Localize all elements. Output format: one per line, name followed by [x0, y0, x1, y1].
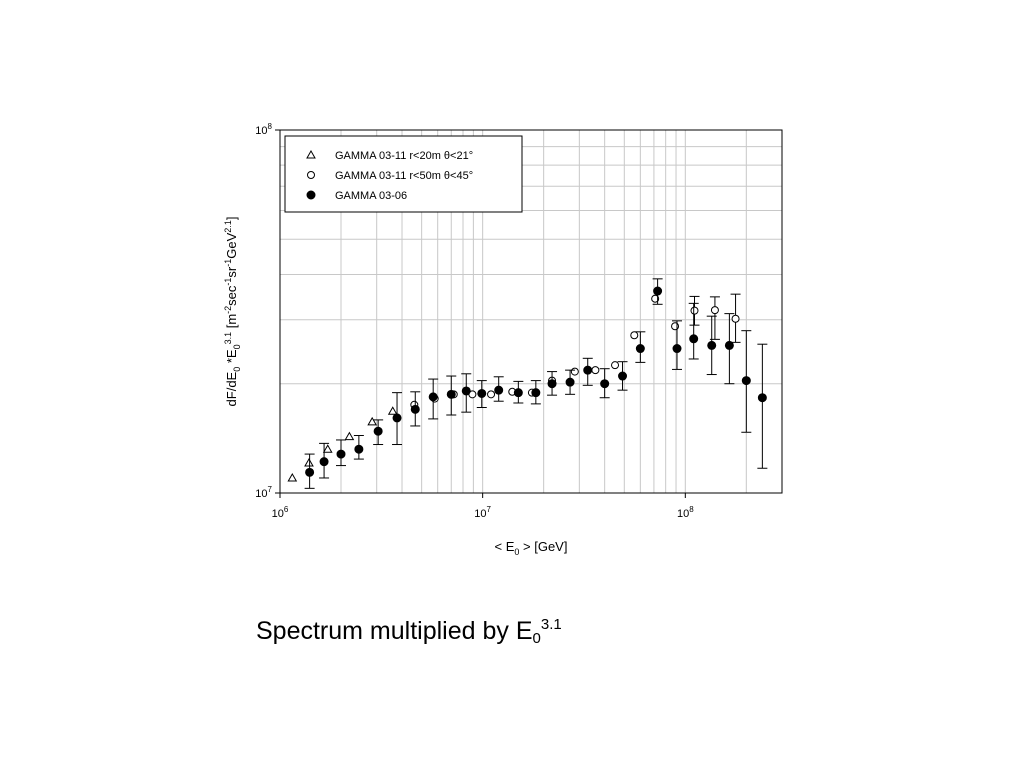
- series-1: [287, 406, 398, 482]
- legend-label: GAMMA 03-11 r<50m θ<45°: [335, 170, 473, 182]
- data-point: [513, 388, 523, 398]
- data-point: [461, 386, 471, 396]
- caption-sup: 3.1: [540, 616, 562, 633]
- data-point: [724, 340, 734, 350]
- data-point: [477, 388, 487, 398]
- data-point: [653, 286, 663, 296]
- data-point: [591, 366, 600, 375]
- data-point: [565, 377, 575, 387]
- legend-marker: [306, 190, 316, 200]
- series-3: [304, 278, 768, 489]
- data-point: [690, 306, 699, 315]
- data-point: [494, 385, 504, 395]
- legend-box: [284, 135, 523, 213]
- legend-label: GAMMA 03-11 r<20m θ<21°: [335, 150, 473, 162]
- data-point: [410, 404, 420, 414]
- x-axis-label: < E0 > [GeV]: [495, 539, 568, 557]
- data-point: [305, 467, 315, 477]
- data-point: [319, 457, 329, 467]
- data-point: [287, 472, 298, 482]
- data-point: [689, 334, 699, 344]
- caption-text: Spectrum multiplied by E: [256, 617, 533, 645]
- data-point: [630, 331, 639, 340]
- data-point: [547, 379, 557, 389]
- x-tick-label: 108: [677, 505, 694, 520]
- caption: Spectrum multiplied by E03.1: [256, 616, 562, 647]
- data-point: [373, 426, 383, 436]
- data-point: [387, 406, 398, 415]
- data-point: [487, 390, 496, 399]
- data-point: [392, 413, 402, 423]
- legend-marker: [307, 171, 315, 179]
- data-point: [322, 444, 333, 453]
- y-tick-label: 107: [255, 485, 272, 500]
- data-point: [583, 365, 593, 375]
- legend-marker: [306, 149, 316, 159]
- data-point: [741, 376, 751, 386]
- data-point: [428, 392, 438, 402]
- data-point: [446, 389, 456, 399]
- series-2: [410, 293, 741, 409]
- x-tick-label: 107: [474, 505, 491, 520]
- x-tick-label: 106: [272, 505, 289, 520]
- data-point: [354, 444, 364, 454]
- data-point: [531, 388, 541, 398]
- y-tick-label: 108: [255, 122, 272, 137]
- data-point: [731, 314, 740, 323]
- data-point: [336, 449, 346, 459]
- y-axis-label: dF/dE0 *E03.1 [m-2sec-1sr-1GeV2.1]: [223, 217, 242, 407]
- data-point: [304, 457, 314, 467]
- data-point: [672, 344, 682, 354]
- data-point: [344, 431, 355, 441]
- legend-label: GAMMA 03-06: [335, 190, 407, 202]
- caption-sub: 0: [532, 630, 541, 647]
- data-point: [600, 379, 610, 389]
- data-point: [710, 306, 719, 315]
- data-point: [618, 371, 628, 381]
- data-point: [367, 416, 378, 426]
- plot-frame: [279, 129, 783, 494]
- data-point: [611, 361, 620, 370]
- data-point: [651, 294, 660, 303]
- data-point: [707, 340, 717, 350]
- data-point: [635, 344, 645, 354]
- legend: GAMMA 03-11 r<20m θ<21° GAMMA 03-11 r<50m…: [284, 135, 523, 213]
- data-point: [757, 393, 767, 403]
- data-point: [570, 367, 579, 376]
